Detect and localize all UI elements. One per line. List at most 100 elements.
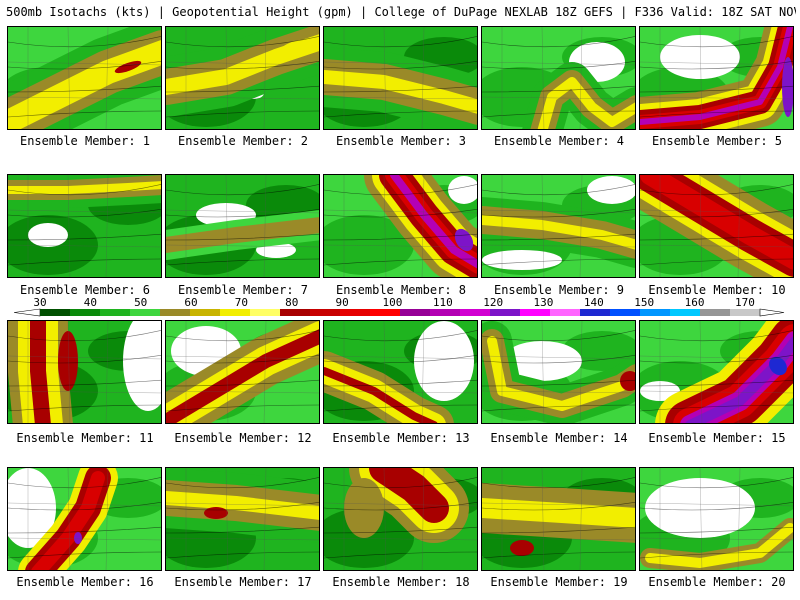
isotach-map	[324, 468, 477, 570]
isotach-map	[640, 321, 793, 423]
ensemble-member-label: Ensemble Member: 15	[648, 431, 786, 445]
ensemble-member-label: Ensemble Member: 17	[174, 575, 312, 589]
colorbar-swatch	[100, 309, 131, 316]
ensemble-member-label: Ensemble Member: 3	[335, 134, 467, 148]
ensemble-member-18-map	[323, 467, 478, 571]
ensemble-member-10-map	[639, 174, 794, 278]
ensemble-member-label: Ensemble Member: 1	[19, 134, 151, 148]
ensemble-member-label: Ensemble Member: 4	[493, 134, 625, 148]
ensemble-member-label: Ensemble Member: 11	[16, 431, 154, 445]
colorbar-tick-label: 60	[184, 296, 197, 309]
page-title: 500mb Isotachs (kts) | Geopotential Heig…	[6, 5, 796, 19]
ensemble-member-16-map	[7, 467, 162, 571]
colorbar-swatch	[370, 309, 401, 316]
isotach-map	[640, 175, 793, 277]
isotach-map	[324, 175, 477, 277]
ensemble-member-12-map	[165, 320, 320, 424]
colorbar-swatch	[490, 309, 521, 316]
color-scale-bar: 30 40 50 60 70 80 90 100 110 120 130 140 150 160 170	[14, 296, 785, 317]
ensemble-member-3-map	[323, 26, 478, 130]
isotach-map	[8, 321, 161, 423]
ensemble-member-1-map	[7, 26, 162, 130]
ensemble-member-7-map	[165, 174, 320, 278]
ensemble-member-label: Ensemble Member: 10	[648, 283, 786, 297]
colorbar-swatch	[730, 309, 761, 316]
colorbar-tick-label: 140	[584, 296, 604, 309]
ensemble-member-label: Ensemble Member: 20	[648, 575, 786, 589]
colorbar-swatch	[670, 309, 701, 316]
ensemble-member-17-map	[165, 467, 320, 571]
colorbar-swatch	[220, 309, 251, 316]
ensemble-member-label: Ensemble Member: 6	[19, 283, 151, 297]
isotach-map	[8, 175, 161, 277]
isotach-map	[482, 468, 635, 570]
colorbar-tick-label: 100	[383, 296, 403, 309]
colorbar-swatch	[160, 309, 191, 316]
ensemble-member-19-map	[481, 467, 636, 571]
ensemble-member-15-map	[639, 320, 794, 424]
colorbar-swatch	[400, 309, 431, 316]
ensemble-member-11-map	[7, 320, 162, 424]
colorbar-swatch	[40, 309, 71, 316]
ensemble-member-label: Ensemble Member: 8	[335, 283, 467, 297]
colorbar-swatch	[580, 309, 611, 316]
isotach-map	[482, 27, 635, 129]
isotach-map	[8, 468, 161, 570]
ensemble-member-label: Ensemble Member: 13	[332, 431, 470, 445]
isotach-map	[8, 27, 161, 129]
ensemble-member-label: Ensemble Member: 16	[16, 575, 154, 589]
colorbar-swatch	[130, 309, 161, 316]
ensemble-member-13-map	[323, 320, 478, 424]
colorbar-right-arrow	[759, 308, 785, 317]
ensemble-member-8-map	[323, 174, 478, 278]
isotach-map	[166, 468, 319, 570]
ensemble-member-label: Ensemble Member: 19	[490, 575, 628, 589]
ensemble-member-label: Ensemble Member: 14	[490, 431, 628, 445]
ensemble-member-6-map	[7, 174, 162, 278]
colorbar-swatch	[310, 309, 341, 316]
ensemble-member-4-map	[481, 26, 636, 130]
colorbar-tick-label: 70	[235, 296, 248, 309]
ensemble-member-label: Ensemble Member: 9	[493, 283, 625, 297]
isotach-map	[640, 27, 793, 129]
ensemble-member-label: Ensemble Member: 12	[174, 431, 312, 445]
isotach-map	[166, 321, 319, 423]
colorbar-tick-label: 80	[285, 296, 298, 309]
colorbar-tick-label: 40	[84, 296, 97, 309]
colorbar-swatch	[340, 309, 371, 316]
ensemble-member-20-map	[639, 467, 794, 571]
colorbar-tick-label: 90	[335, 296, 348, 309]
colorbar-swatch	[250, 309, 281, 316]
isotach-map	[482, 175, 635, 277]
ensemble-member-14-map	[481, 320, 636, 424]
colorbar-swatch	[520, 309, 551, 316]
colorbar-tick-label: 150	[634, 296, 654, 309]
isotach-map	[482, 321, 635, 423]
ensemble-member-9-map	[481, 174, 636, 278]
colorbar-swatch	[640, 309, 671, 316]
ensemble-member-5-map	[639, 26, 794, 130]
colorbar-swatch	[190, 309, 221, 316]
ensemble-member-label: Ensemble Member: 18	[332, 575, 470, 589]
colorbar-swatch	[610, 309, 641, 316]
ensemble-member-label: Ensemble Member: 5	[651, 134, 783, 148]
colorbar-swatch	[550, 309, 581, 316]
ensemble-member-2-map	[165, 26, 320, 130]
colorbar-swatch	[430, 309, 461, 316]
isotach-map	[324, 27, 477, 129]
isotach-map	[166, 175, 319, 277]
isotach-map	[640, 468, 793, 570]
colorbar-tick-label: 160	[685, 296, 705, 309]
colorbar-swatch	[700, 309, 731, 316]
colorbar-swatch	[280, 309, 311, 316]
colorbar-tick-label: 50	[134, 296, 147, 309]
colorbar-tick-label: 30	[33, 296, 46, 309]
colorbar-left-arrow	[14, 308, 41, 317]
ensemble-member-label: Ensemble Member: 7	[177, 283, 309, 297]
colorbar-tick-label: 130	[534, 296, 554, 309]
isotach-map	[166, 27, 319, 129]
colorbar-tick-label: 120	[483, 296, 503, 309]
colorbar-tick-label: 110	[433, 296, 453, 309]
isotach-map	[324, 321, 477, 423]
colorbar-tick-label: 170	[735, 296, 755, 309]
